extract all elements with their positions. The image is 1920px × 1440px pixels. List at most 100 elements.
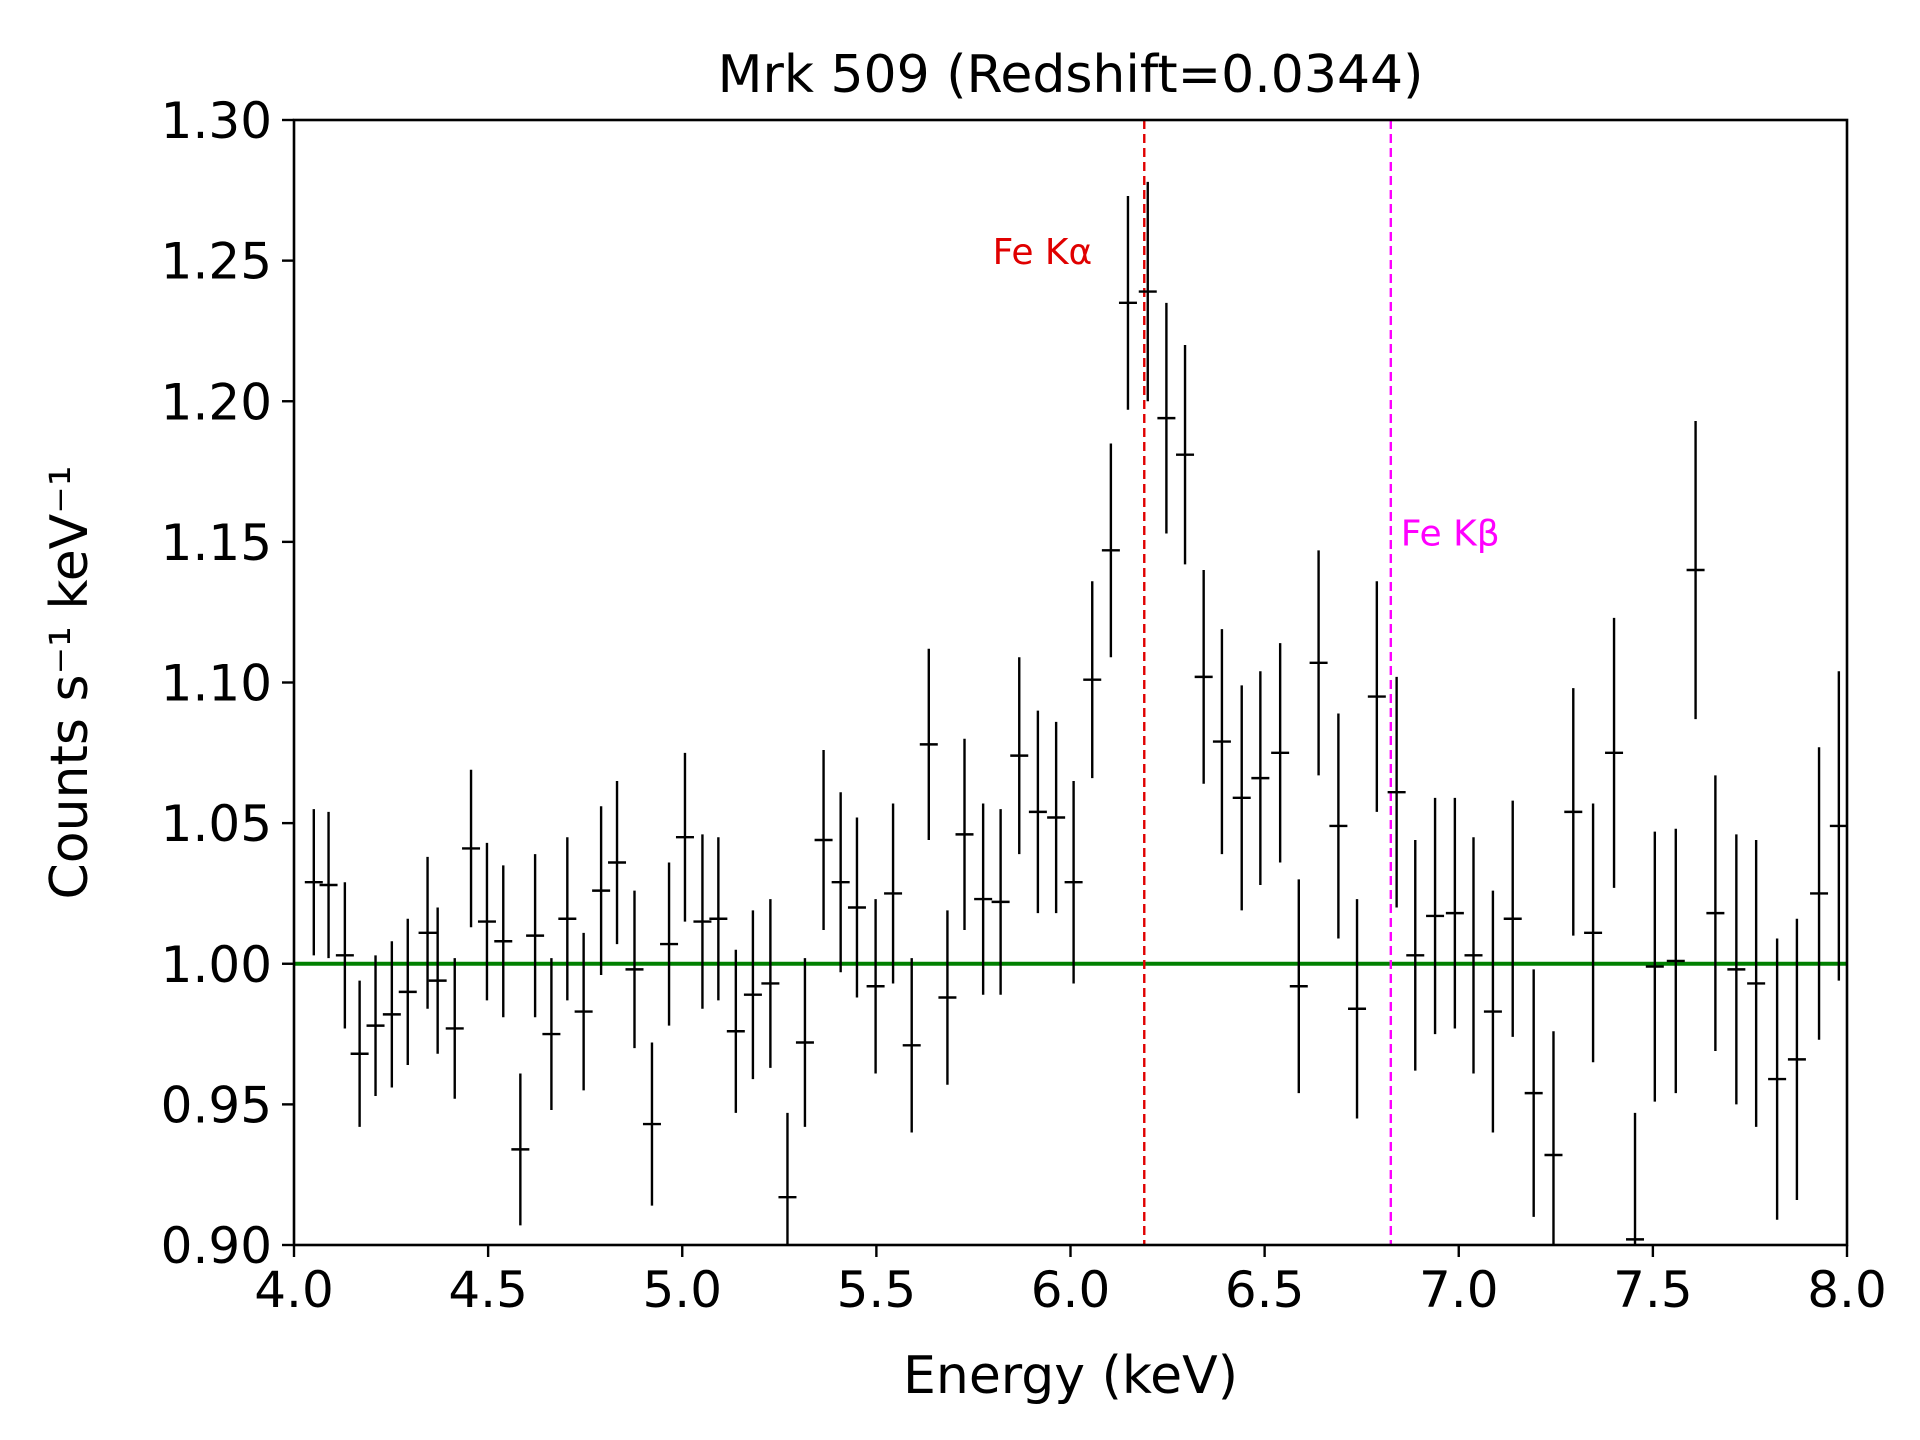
data-point [1101, 443, 1120, 658]
plot-area [294, 120, 1847, 1245]
data-point [1083, 581, 1102, 779]
data-point [1787, 918, 1806, 1200]
data-point [902, 958, 921, 1133]
y-tick-label: 1.20 [161, 373, 272, 431]
data-point [884, 803, 903, 984]
data-point [1829, 671, 1847, 981]
y-tick-label: 1.15 [161, 514, 272, 572]
data-point [1564, 688, 1583, 936]
y-tick-label: 0.95 [161, 1076, 272, 1134]
data-point [1232, 685, 1251, 911]
data-point [919, 648, 938, 840]
y-tick-label: 1.25 [161, 233, 272, 291]
data-point [761, 899, 780, 1068]
data-point [1666, 828, 1685, 1094]
data-point [1251, 671, 1270, 885]
data-point [847, 817, 866, 998]
data-point [366, 955, 385, 1096]
data-point [1064, 780, 1083, 984]
data-point [445, 958, 464, 1099]
x-axis-title: Energy (keV) [903, 1346, 1238, 1406]
data-point [1010, 657, 1029, 855]
data-point [1289, 879, 1308, 1094]
data-point [1309, 550, 1328, 776]
data-point [1212, 629, 1231, 855]
data-point [778, 1112, 797, 1245]
data-point [608, 780, 627, 945]
data-point [542, 958, 561, 1110]
chart-title: Mrk 509 (Redshift=0.0344) [718, 45, 1424, 105]
x-tick-label: 5.0 [642, 1261, 722, 1319]
data-point [660, 862, 679, 1026]
data-point [625, 890, 644, 1049]
x-axis: 4.0 4.5 5.0 5.5 6.0 6.5 7.0 7.5 8.0 [254, 1245, 1887, 1319]
data-point [1329, 713, 1348, 939]
vline-label: Fe Kβ [1401, 513, 1500, 554]
data-point [991, 809, 1010, 995]
data-point [1524, 969, 1543, 1217]
data-point [726, 949, 745, 1113]
data-point [398, 918, 417, 1065]
data-point [462, 769, 481, 928]
x-tick-label: 6.0 [1031, 1261, 1111, 1319]
x-tick-label: 5.5 [837, 1261, 917, 1319]
y-axis: 0.90 0.95 1.00 1.05 1.10 1.15 1.20 1.25 1.30 [161, 92, 294, 1275]
data-point [335, 882, 354, 1029]
data-point [494, 865, 513, 1018]
data-point [1426, 797, 1445, 1035]
data-point [1271, 643, 1290, 863]
data-point [1503, 800, 1522, 1037]
axes-frame [292, 118, 1849, 1247]
data-point [592, 806, 611, 975]
data-point [319, 811, 338, 959]
y-tick-label: 1.00 [161, 936, 272, 994]
data-point [642, 1042, 661, 1206]
data-point [511, 1073, 530, 1226]
data-point [1138, 181, 1157, 402]
data-point [1706, 775, 1725, 1051]
data-point [382, 941, 401, 1088]
data-point [831, 792, 850, 973]
data-point [418, 856, 437, 1009]
data-point [1367, 581, 1386, 812]
data-point [743, 910, 762, 1080]
data-point [1047, 721, 1066, 914]
x-tick-label: 7.0 [1419, 1261, 1499, 1319]
data-point [1686, 420, 1705, 720]
data-point [558, 837, 577, 1001]
data-point [974, 803, 993, 995]
data-point [350, 980, 369, 1127]
vline-label: Fe Kα [993, 232, 1093, 273]
data-point [1483, 890, 1502, 1133]
data-point [1584, 803, 1603, 1063]
data-point [1445, 797, 1464, 1029]
data-point [1387, 676, 1406, 908]
data-point [1348, 899, 1367, 1119]
x-tick-label: 6.5 [1225, 1261, 1305, 1319]
data-point [1747, 840, 1766, 1127]
data-point [675, 752, 694, 922]
x-tick-label: 4.5 [448, 1261, 528, 1319]
data-point [693, 834, 712, 1009]
data-point [709, 837, 728, 1001]
data-point [1118, 195, 1137, 410]
data-point [938, 910, 957, 1085]
y-tick-label: 1.05 [161, 795, 272, 853]
data-point [1157, 302, 1176, 534]
y-tick-label: 1.10 [161, 655, 272, 713]
data-point [1028, 710, 1047, 914]
data-point [477, 842, 496, 1001]
data-point [1626, 1112, 1645, 1245]
x-tick-label: 7.5 [1613, 1261, 1693, 1319]
data-point [1810, 747, 1829, 1040]
data-point [526, 854, 545, 1018]
data-point [1176, 345, 1195, 565]
y-tick-label: 0.90 [161, 1217, 272, 1275]
data-point [1194, 570, 1213, 784]
data-point [428, 907, 447, 1054]
data-point [1605, 617, 1624, 888]
data-point [1544, 1031, 1563, 1245]
x-tick-label: 4.0 [254, 1261, 334, 1319]
data-point [1768, 938, 1787, 1220]
